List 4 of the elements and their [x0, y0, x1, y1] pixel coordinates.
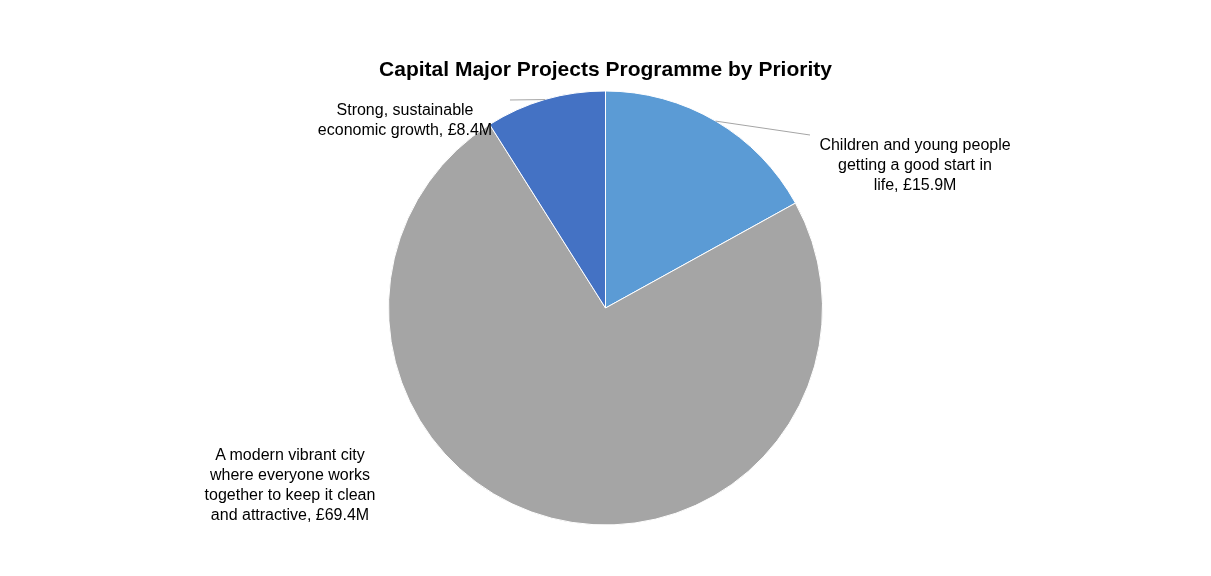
- slice-label: Strong, sustainable economic growth, £8.4M: [317, 101, 493, 138]
- chart-title: Capital Major Projects Programme by Priority: [379, 57, 833, 80]
- slice-label: Children and young people getting a good start in life, £15.9M: [819, 136, 1011, 193]
- slice-label: A modern vibrant city where everyone works together to keep it clean and attractive, £69.4M: [204, 446, 376, 523]
